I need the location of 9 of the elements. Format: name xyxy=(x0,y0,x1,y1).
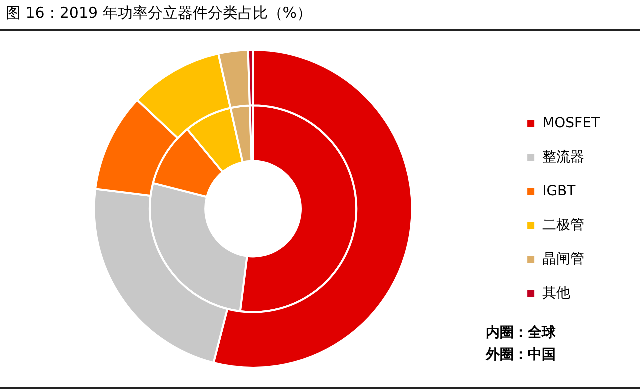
text: 内圈：全球 xyxy=(486,324,556,343)
chart-title: 图 16：2019 年功率分立器件分类占比（%） xyxy=(6,4,312,23)
legend-label: 二极管 xyxy=(542,218,585,234)
legend-label: 整流器 xyxy=(542,150,585,166)
legend-label: IGBT xyxy=(542,184,576,200)
legend-label: 晶闸管 xyxy=(542,252,585,268)
legend-label: 其他 xyxy=(542,286,571,302)
legend-label: MOSFET xyxy=(542,116,600,132)
text: 外圈：中国 xyxy=(486,346,556,365)
